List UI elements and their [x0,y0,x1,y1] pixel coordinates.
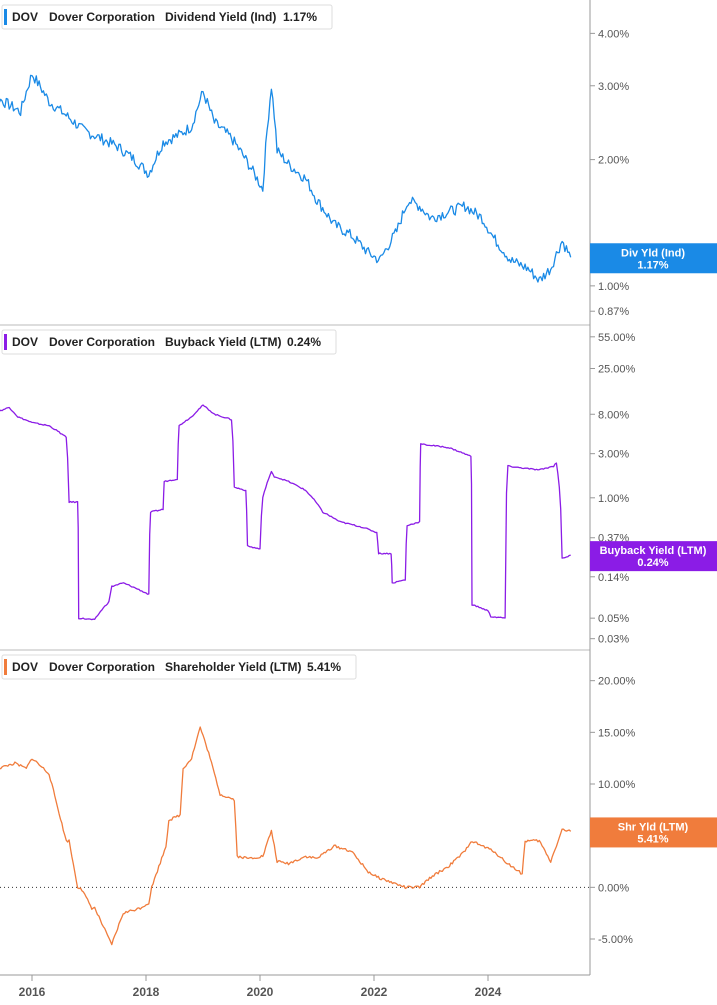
y-tick-label: 1.00% [598,493,629,505]
value-badge-label: Shr Yld (LTM) [618,821,689,833]
legend-company: Dover Corporation [49,335,155,349]
y-tick-label: 3.00% [598,81,629,93]
value-badge: Buyback Yield (LTM)0.24% [590,541,717,572]
legend-box [1,4,333,30]
x-tick-label: 2016 [19,985,46,999]
value-badge-bg [590,243,717,274]
chart-panel-2: 55.00%25.00%8.00%3.00%1.00%0.37%0.14%0.0… [0,329,717,646]
y-tick-label: 0.87% [598,306,629,318]
y-tick-label: 8.00% [598,409,629,421]
y-tick-label: 25.00% [598,363,636,375]
y-tick-label: 0.05% [598,613,629,625]
y-tick-label: -5.00% [598,934,633,946]
y-tick-label: 0.00% [598,882,629,894]
value-badge-value: 5.41% [637,833,668,845]
x-tick-label: 2024 [475,985,502,999]
legend-ticker: DOV [12,335,38,349]
y-tick-label: 2.00% [598,155,629,167]
y-tick-label: 10.00% [598,779,636,791]
legend-ticker: DOV [12,660,38,674]
series-line [0,404,571,621]
value-badge-label: Div Yld (Ind) [621,247,685,259]
y-tick-label: 3.00% [598,449,629,461]
x-tick-label: 2020 [247,985,274,999]
y-tick-label: 55.00% [598,332,636,344]
chart-panel-3: 20.00%15.00%10.00%5.00%0.00%-5.00%DOVDov… [0,654,717,946]
y-tick-label: 20.00% [598,676,636,688]
legend-swatch [4,659,7,675]
series-line [0,726,572,946]
y-tick-label: 4.00% [598,28,629,40]
series-line [0,74,572,283]
legend-swatch [4,334,7,350]
legend-company: Dover Corporation [49,10,155,24]
value-badge-value: 1.17% [637,259,668,271]
y-tick-label: 15.00% [598,727,636,739]
legend: DOV Dover Corporation Buyback Yield (LTM) 0… [1,329,337,355]
value-badge-bg [590,817,717,848]
legend-ticker: DOV [12,10,38,24]
value-badge-label: Buyback Yield (LTM) [600,545,707,557]
legend-last-value: 5.41% [307,660,341,674]
legend: DOV Dover Corporation Dividend Yield (Ind)… [1,4,333,30]
y-tick-label: 0.03% [598,634,629,646]
chart-panel-1: 4.00% 3.00% 2.00% 1.00% 0.87% DOV Dover Corpor… [0,4,717,318]
legend-company: Dover Corporation [49,660,155,674]
legend: DOV Dover Corporation Shareholder Yield (L… [1,654,357,680]
legend-swatch [4,9,7,25]
x-tick-label: 2022 [361,985,388,999]
legend-series-title: Buyback Yield (LTM) [165,335,281,349]
value-badge: Div Yld (Ind)1.17% [590,243,717,274]
value-badge-value: 0.24% [637,557,668,569]
legend-last-value: 1.17% [283,10,317,24]
y-tick-label: 1.00% [598,281,629,293]
legend-series-title: Shareholder Yield (LTM) [165,660,301,674]
legend-box [1,329,337,355]
x-tick-label: 2018 [133,985,160,999]
value-badge: Shr Yld (LTM)5.41% [590,817,717,848]
legend-last-value: 0.24% [287,335,321,349]
legend-series-title: Dividend Yield (Ind) [165,10,276,24]
value-badge-bg [590,541,717,572]
y-tick-label: 0.14% [598,572,629,584]
legend-box [1,654,357,680]
